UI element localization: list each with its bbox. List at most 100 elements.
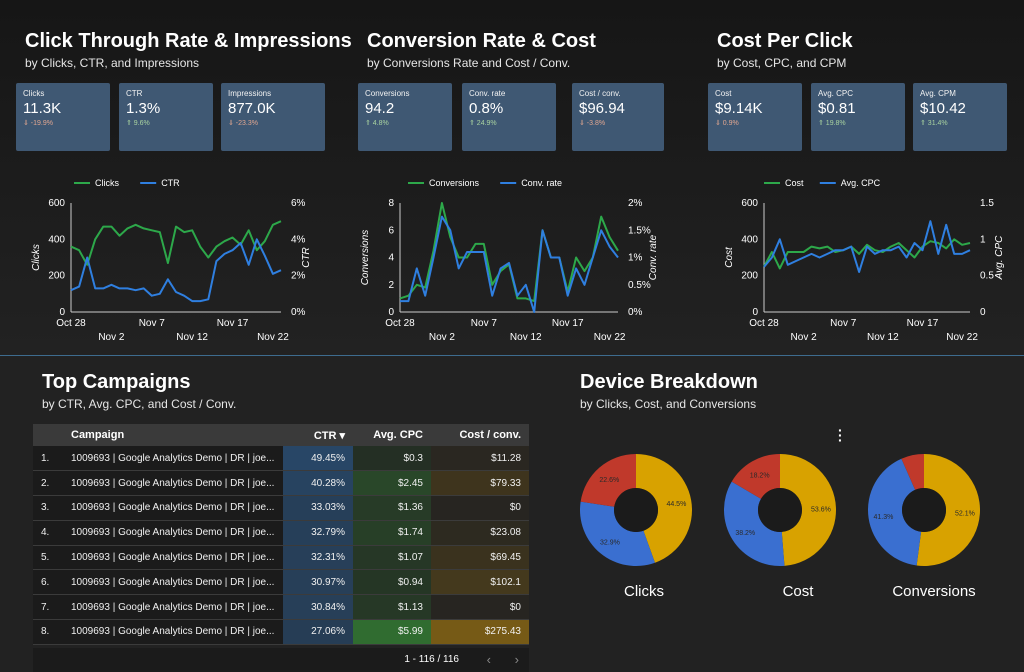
ctr-cell: 27.06%: [283, 619, 353, 645]
kpi-value: $0.81: [818, 100, 856, 117]
table-row[interactable]: 1. 1009693 | Google Analytics Demo | DR |…: [33, 446, 529, 472]
table-row[interactable]: 5. 1009693 | Google Analytics Demo | DR |…: [33, 545, 529, 571]
cost-conv-cell: $69.45: [431, 545, 529, 571]
avg-cpc-cell: $1.13: [353, 594, 431, 621]
campaigns-table: Campaign CTR ▾ Avg. CPC Cost / conv. 1. 1…: [33, 424, 529, 645]
kpi-impressions[interactable]: Impressions 877.0K ⇓ -23.3%: [221, 83, 325, 151]
y2-tick-label: 4%: [291, 234, 306, 245]
header-cost-conv[interactable]: Cost / conv.: [431, 424, 529, 446]
cpc-section-subtitle: by Cost, CPC, and CPM: [717, 56, 847, 70]
row-index: 2.: [33, 470, 63, 497]
campaign-name: 1009693 | Google Analytics Demo | DR | j…: [63, 495, 283, 521]
donut-slice: [868, 458, 922, 566]
table-row[interactable]: 4. 1009693 | Google Analytics Demo | DR |…: [33, 520, 529, 546]
series-line-ctr: [70, 238, 282, 303]
row-index: 3.: [33, 495, 63, 521]
table-row[interactable]: 8. 1009693 | Google Analytics Demo | DR |…: [33, 619, 529, 645]
kpi-cost[interactable]: Cost $9.14K ⇓ 0.9%: [708, 83, 802, 151]
cost-conv-cell: $102.1: [431, 569, 529, 596]
kpi-value: $10.42: [920, 100, 966, 117]
top-panel-background: [0, 0, 1024, 356]
campaign-name: 1009693 | Google Analytics Demo | DR | j…: [63, 594, 283, 621]
clicks-ctr-chart[interactable]: Clicks CTR 600 400 200 0 6% 4% 2% 0% Clicks CTR Oct …: [16, 172, 336, 352]
ctr-cell: 33.03%: [283, 495, 353, 521]
ctr-cell: 49.45%: [283, 446, 353, 472]
header-campaign[interactable]: Campaign: [63, 424, 283, 446]
conversion-section-subtitle: by Conversions Rate and Cost / Conv.: [367, 56, 571, 70]
prev-page-icon[interactable]: ‹: [486, 652, 491, 667]
y-tick-label: 0: [388, 307, 394, 318]
kpi-avg-cpc[interactable]: Avg. CPC $0.81 ⇑ 19.8%: [811, 83, 905, 151]
donut-slice-label: 52.1%: [955, 511, 975, 518]
x-tick-label: Nov 7: [139, 318, 166, 329]
cost-conv-cell: $79.33: [431, 470, 529, 497]
kpi-label: Avg. CPM: [920, 89, 956, 98]
y2-tick-label: 1: [980, 234, 986, 245]
header-avg-cpc[interactable]: Avg. CPC: [353, 424, 431, 446]
x-tick-label: Nov 12: [510, 332, 542, 343]
header-ctr[interactable]: CTR ▾: [283, 424, 353, 446]
table-row[interactable]: 3. 1009693 | Google Analytics Demo | DR |…: [33, 495, 529, 521]
series-line-avg-cpc: [763, 220, 971, 273]
donut-slice: [901, 454, 924, 490]
kpi-label: Avg. CPC: [818, 89, 853, 98]
kpi-change: ⇑ 4.8%: [365, 120, 389, 127]
legend-label: CTR: [161, 178, 180, 188]
kpi-conv-rate[interactable]: Conv. rate 0.8% ⇑ 24.9%: [462, 83, 556, 151]
campaign-name: 1009693 | Google Analytics Demo | DR | j…: [63, 470, 283, 497]
kpi-avg-cpm[interactable]: Avg. CPM $10.42 ⇑ 31.4%: [913, 83, 1007, 151]
conversion-section-title: Conversion Rate & Cost: [367, 30, 596, 52]
donut-slice-label: 38.2%: [735, 530, 755, 537]
donut-slice: [731, 454, 780, 499]
row-index: 8.: [33, 619, 63, 645]
y2-tick-label: 2%: [291, 271, 306, 282]
kpi-change: ⇑ 19.8%: [818, 120, 846, 127]
conversions-rate-chart[interactable]: Conversions Conv. rate 8 6 4 2 0 2% 1.5% 1% 0.5% 0%…: [358, 172, 678, 352]
donut-slice: [580, 501, 655, 566]
donut-clicks[interactable]: 44.5% 32.9% 22.6%: [578, 452, 694, 568]
kpi-change: ⇑ 31.4%: [920, 120, 948, 127]
campaign-name: 1009693 | Google Analytics Demo | DR | j…: [63, 619, 283, 645]
cost-conv-cell: $275.43: [431, 619, 529, 645]
legend-label: Clicks: [95, 178, 119, 188]
x-tick-label: Oct 28: [385, 318, 415, 329]
y2-axis-title: CTR: [301, 247, 312, 268]
x-tick-label: Nov 17: [552, 318, 584, 329]
y-tick-label: 600: [741, 198, 758, 209]
x-tick-label: Nov 22: [594, 332, 626, 343]
next-page-icon[interactable]: ›: [514, 652, 519, 667]
y2-tick-label: 0.5%: [628, 280, 651, 291]
donut-cost[interactable]: 53.6% 38.2% 18.2%: [722, 452, 838, 568]
avg-cpc-cell: $0.94: [353, 569, 431, 596]
kpi-conversions[interactable]: Conversions 94.2 ⇑ 4.8%: [358, 83, 452, 151]
y-tick-label: 0: [59, 307, 65, 318]
y-axis-title: Conversions: [360, 230, 371, 286]
y-tick-label: 200: [741, 271, 758, 282]
kpi-change: ⇑ 9.6%: [126, 120, 150, 127]
y2-tick-label: 1%: [628, 253, 643, 264]
kpi-ctr[interactable]: CTR 1.3% ⇑ 9.6%: [119, 83, 213, 151]
cost-cpc-chart[interactable]: Cost Avg. CPC 600 400 200 0 1.5 1 0.5 0 Cost Avg. C…: [708, 172, 1018, 352]
donut-slice: [780, 454, 837, 566]
legend-label: Conv. rate: [521, 178, 562, 188]
kpi-clicks[interactable]: Clicks 11.3K ⇓ -19.9%: [16, 83, 110, 151]
row-index: 7.: [33, 594, 63, 621]
kpi-cost-per-conv[interactable]: Cost / conv. $96.94 ⇓ -3.8%: [572, 83, 664, 151]
y-tick-label: 400: [48, 234, 65, 245]
cost-conv-cell: $0: [431, 594, 529, 621]
x-tick-label: Nov 22: [257, 332, 289, 343]
x-tick-label: Nov 22: [946, 332, 978, 343]
table-row[interactable]: 2. 1009693 | Google Analytics Demo | DR |…: [33, 470, 529, 497]
donut-label-conversions: Conversions: [892, 583, 976, 600]
more-options-icon[interactable]: · · ·: [838, 422, 843, 448]
campaign-name: 1009693 | Google Analytics Demo | DR | j…: [63, 520, 283, 546]
y-tick-label: 2: [388, 280, 394, 291]
table-row[interactable]: 6. 1009693 | Google Analytics Demo | DR |…: [33, 569, 529, 596]
avg-cpc-cell: $2.45: [353, 470, 431, 497]
cpc-section-title: Cost Per Click: [717, 30, 853, 52]
kpi-label: Cost: [715, 89, 732, 98]
donut-conversions[interactable]: 52.1% 41.3%: [866, 452, 982, 568]
x-tick-label: Nov 2: [98, 332, 125, 343]
table-row[interactable]: 7. 1009693 | Google Analytics Demo | DR |…: [33, 594, 529, 621]
y2-tick-label: 6%: [291, 198, 306, 209]
